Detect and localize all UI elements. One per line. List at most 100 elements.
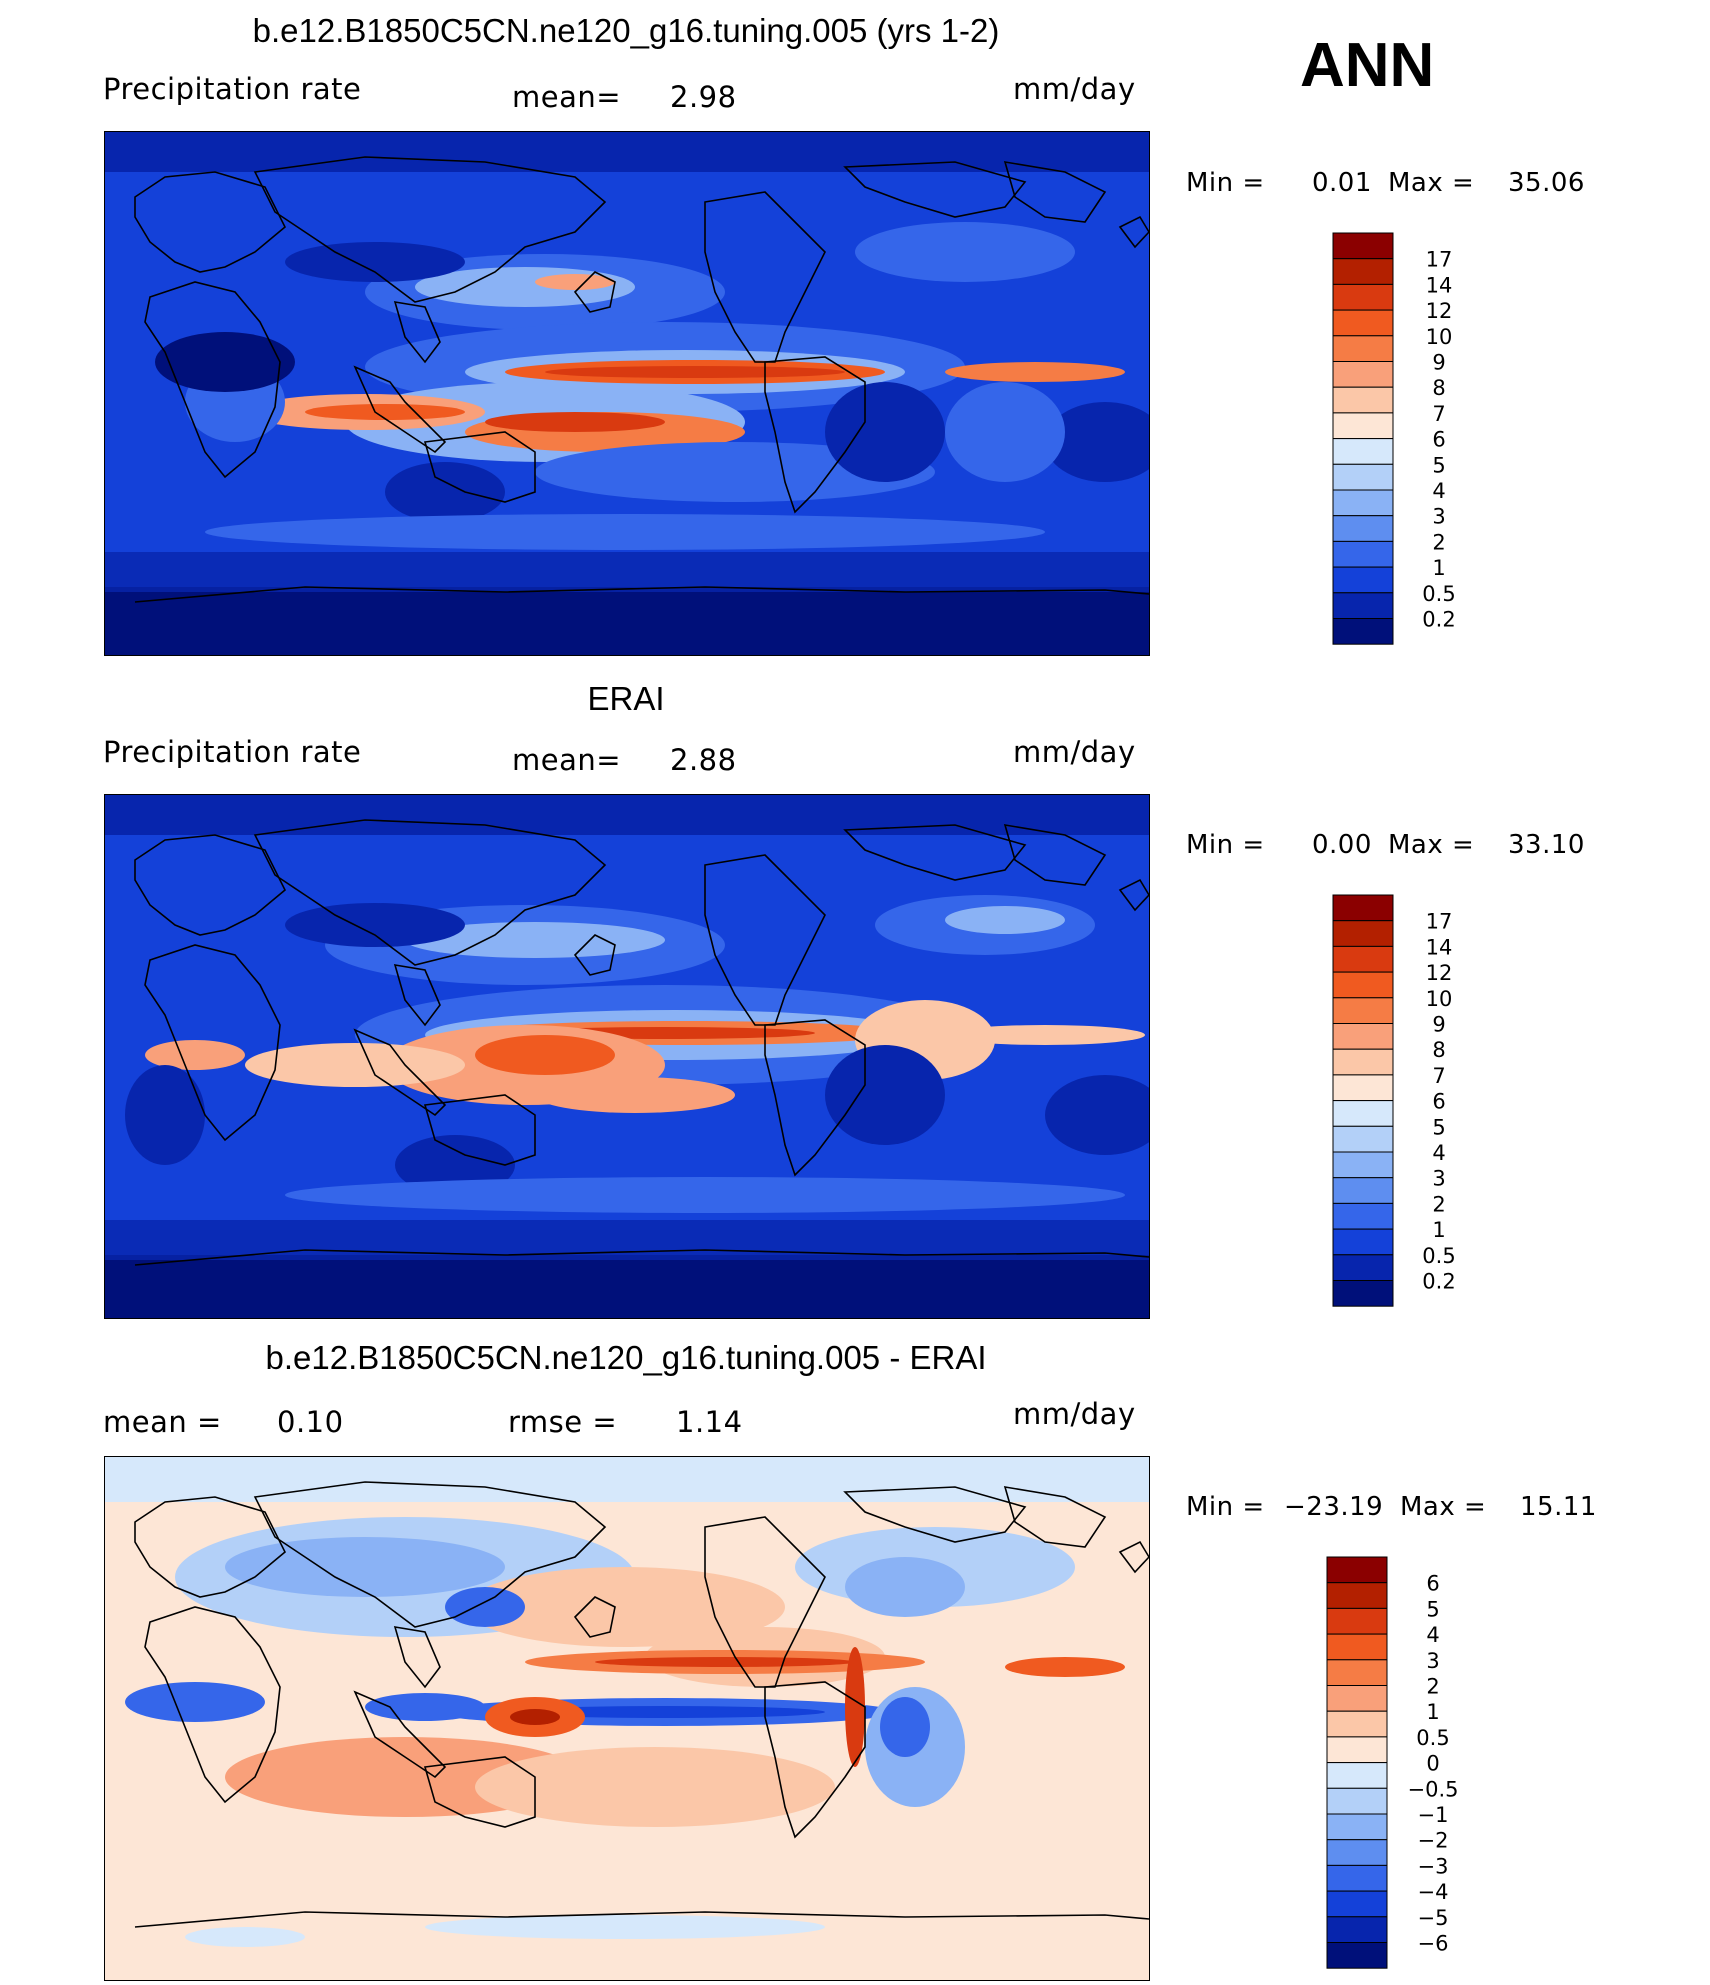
colorbar-swatch: [1332, 232, 1394, 260]
colorbar-swatch: [1332, 1048, 1394, 1076]
colorbar-swatch: [1326, 1890, 1388, 1918]
precip-map-canvas: [105, 132, 1149, 655]
colorbar-swatch: [1332, 1202, 1394, 1230]
colorbar-level-label: 0.2: [1422, 608, 1455, 632]
panel-title: b.e12.B1850C5CN.ne120_g16.tuning.005 - E…: [265, 1339, 987, 1376]
colorbar-swatch: [1326, 1787, 1388, 1815]
colorbar-swatch: [1332, 945, 1394, 973]
colorbar-swatch: [1332, 489, 1394, 517]
colorbar-level-label: −3: [1418, 1854, 1449, 1878]
colorbar-level-label: 4: [1432, 1141, 1445, 1165]
colorbar-swatch: [1332, 309, 1394, 337]
colorbar-swatch: [1326, 1839, 1388, 1866]
colorbar-level-label: 9: [1432, 1013, 1445, 1037]
colorbar-swatch: [1326, 1659, 1388, 1687]
panel-title: b.e12.B1850C5CN.ne120_g16.tuning.005 (yr…: [252, 12, 1000, 49]
colorbar-level-label: 1: [1432, 556, 1445, 580]
colorbar-level-label: 4: [1432, 479, 1445, 503]
colorbar-swatch: [1332, 1228, 1394, 1256]
colorbar-level-label: 8: [1432, 376, 1445, 400]
colorbar-level-label: 0.2: [1422, 1270, 1455, 1294]
colorbar-level-label: 1: [1426, 1700, 1439, 1724]
colorbar-swatch: [1332, 1023, 1394, 1050]
difference-map-canvas: [105, 1457, 1149, 1980]
min-label: Min =: [1186, 1492, 1265, 1522]
colorbar-level-label: 10: [1426, 987, 1453, 1011]
difference-map: [104, 1456, 1150, 1981]
units-label: mm/day: [1013, 72, 1136, 106]
colorbar-swatch: [1332, 463, 1394, 491]
colorbar-level-label: 3: [1432, 505, 1445, 529]
variable-label: Precipitation rate: [103, 735, 362, 769]
colorbar-swatch: [1326, 1556, 1388, 1584]
colorbar-level-label: −4: [1418, 1880, 1449, 1904]
colorbar-level-label: 12: [1426, 299, 1453, 323]
colorbar-swatch: [1326, 1813, 1388, 1841]
min-value: 0.00: [1312, 830, 1372, 860]
colorbar-swatch: [1332, 386, 1394, 414]
colorbar-level-label: −2: [1418, 1829, 1449, 1853]
variable-label: Precipitation rate: [103, 72, 362, 106]
max-label: Max =: [1388, 168, 1475, 198]
mean-label: mean=: [512, 80, 622, 114]
colorbar-level-label: 12: [1426, 961, 1453, 985]
colorbar-level-label: 0: [1426, 1752, 1439, 1776]
min-label: Min =: [1186, 830, 1265, 860]
colorbar-level-label: 2: [1426, 1675, 1439, 1699]
mean-value: 2.98: [670, 80, 737, 114]
precip-map-canvas: [105, 795, 1149, 1318]
colorbar-level-label: 17: [1426, 910, 1453, 934]
min-value: −23.19: [1284, 1492, 1384, 1522]
colorbar-swatch: [1332, 438, 1394, 465]
units-label: mm/day: [1013, 735, 1136, 769]
colorbar-swatch: [1332, 283, 1394, 311]
max-value: 35.06: [1508, 168, 1585, 198]
colorbar-level-label: 2: [1432, 1192, 1445, 1216]
panel-title: ERAI: [587, 680, 665, 717]
colorbar-level-label: 8: [1432, 1038, 1445, 1062]
season-label: ANN: [1300, 31, 1435, 100]
colorbar-swatch: [1332, 971, 1394, 999]
colorbar-swatch: [1326, 1736, 1388, 1764]
colorbar-swatch: [1326, 1607, 1388, 1635]
mean-value: 0.10: [277, 1405, 344, 1439]
colorbar-level-label: 9: [1432, 351, 1445, 375]
colorbar-swatch: [1332, 920, 1394, 947]
colorbar-swatch: [1332, 566, 1394, 594]
colorbar-swatch: [1332, 515, 1394, 542]
colorbar-swatch: [1332, 361, 1394, 388]
max-value: 33.10: [1508, 830, 1585, 860]
colorbar-swatch: [1326, 1942, 1388, 1969]
colorbar-level-label: 7: [1432, 1064, 1445, 1088]
colorbar-swatch: [1332, 1254, 1394, 1281]
precip-map: [104, 794, 1150, 1319]
colorbar-swatch: [1326, 1762, 1388, 1789]
colorbar-swatch: [1326, 1864, 1388, 1892]
colorbar-level-label: 0.5: [1422, 582, 1455, 606]
colorbar-swatch: [1332, 1280, 1394, 1307]
mean-label: mean=: [512, 743, 622, 777]
mean-value: 2.88: [670, 743, 737, 777]
colorbar: 6 5 4 3 2 1 0.5 0 −0.5 −1 −2 −3 −4 −5 −6: [1325, 1556, 1459, 1969]
colorbar-level-label: 3: [1426, 1649, 1439, 1673]
rmse-label: rmse =: [508, 1405, 618, 1439]
colorbar-level-label: 0.5: [1416, 1726, 1449, 1750]
colorbar-swatch: [1332, 258, 1394, 285]
colorbar-swatch: [1326, 1710, 1388, 1738]
colorbar-swatch: [1332, 540, 1394, 568]
colorbar-level-label: 5: [1432, 1115, 1445, 1139]
colorbar-swatch: [1326, 1633, 1388, 1661]
colorbar-level-label: 2: [1432, 530, 1445, 554]
colorbar-level-label: −6: [1418, 1932, 1449, 1956]
colorbar-level-label: 3: [1432, 1167, 1445, 1191]
rmse-value: 1.14: [676, 1405, 743, 1439]
colorbar-swatch: [1326, 1685, 1388, 1712]
colorbar-level-label: 5: [1426, 1597, 1439, 1621]
colorbar-swatch: [1332, 412, 1394, 440]
colorbar-swatch: [1332, 997, 1394, 1025]
max-label: Max =: [1388, 830, 1475, 860]
colorbar-swatch: [1326, 1582, 1388, 1609]
